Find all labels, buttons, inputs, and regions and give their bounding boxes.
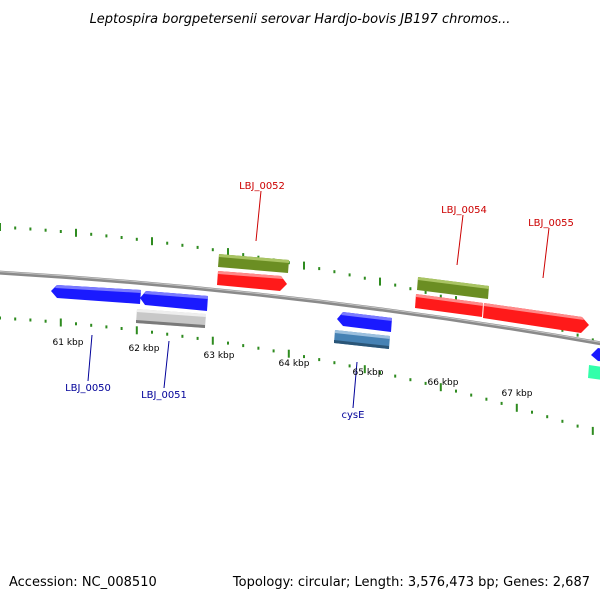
leader-LBJ_0051 [163,340,170,389]
leader-LBJ_0054 [456,214,464,266]
gene-label-cysE[interactable]: cysE [342,410,365,421]
feature-grey-1-shine [137,309,206,317]
feature-aqua-1[interactable] [588,365,600,381]
feature-red-2-shine [416,294,483,306]
gene-label-LBJ_0055[interactable]: LBJ_0055 [528,218,574,229]
feature-red-3[interactable] [483,303,589,333]
genome-backbone-highlight [0,271,600,343]
accession-text: Accession: NC_008510 [9,575,157,590]
genome-backbone [0,270,600,346]
kbp-tick-label: 64 kbp [279,359,310,369]
gene-label-LBJ_0052[interactable]: LBJ_0052 [239,181,285,192]
feature-grey-1-shadow [136,320,205,328]
kbp-tick-label: 61 kbp [53,338,84,348]
outer-ticks [0,223,594,342]
feature-red-1-shine [218,271,283,279]
feature-steel-1-shadow [334,340,389,349]
kbp-tick-label: 65 kbp [353,368,384,378]
feature-blue-2-shine [144,291,208,299]
gene-label-LBJ_0051[interactable]: LBJ_0051 [141,390,187,401]
topology-text: Topology: circular; Length: 3,576,473 bp… [232,575,590,590]
kbp-tick-label: 63 kbp [204,351,235,361]
feature-steel-1-shine [335,330,390,339]
feature-blue-1-shine [55,285,141,293]
feature-red-2[interactable] [415,294,483,317]
feature-olive-1-shine [219,254,289,263]
feature-olive-2[interactable] [417,277,489,299]
kbp-tick-label: 67 kbp [502,389,533,399]
kbp-tick-label: 66 kbp [428,378,459,388]
feature-olive-2-shine [418,277,489,289]
feature-blue-4[interactable] [591,348,600,362]
feature-blue-3-shine [341,312,392,321]
gene-label-LBJ_0054[interactable]: LBJ_0054 [441,205,487,216]
map-title: Leptospira borgpetersenii serovar Hardjo… [90,12,511,27]
gene-label-LBJ_0050[interactable]: LBJ_0050 [65,383,111,394]
feature-red-3-shine [484,303,584,320]
kbp-tick-label: 62 kbp [129,344,160,354]
leader-cysE [352,361,358,409]
leader-LBJ_0050 [87,334,93,382]
inner-ticks [0,316,594,435]
leader-LBJ_0052 [255,190,262,242]
leader-LBJ_0055 [542,227,550,279]
